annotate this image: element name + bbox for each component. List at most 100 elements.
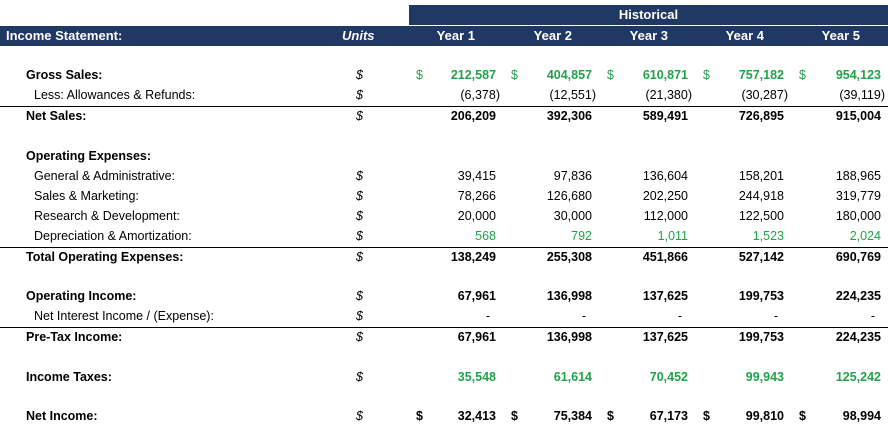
unit-dollar: $ (356, 189, 363, 203)
row-operating-income: Operating Income: $ 67,961 136,998 137,6… (0, 287, 888, 307)
value-year-1: 568 (475, 229, 496, 243)
value-year-1: 32,413 (457, 409, 496, 423)
section-label: Operating Expenses: (26, 149, 152, 163)
row-label: Gross Sales: (26, 68, 103, 82)
row-label: Net Income: (26, 409, 98, 423)
value-year-4: 726,895 (738, 109, 784, 123)
value-year-2: 61,614 (553, 370, 592, 384)
row-net-income: Net Income: $ $ $ $ $ $ 32,413 75,384 67… (0, 407, 888, 427)
dollar-sign: $ (416, 68, 423, 82)
value-year-1: 206,209 (450, 109, 496, 123)
row-label: Operating Income: (26, 289, 137, 303)
row-label: Pre-Tax Income: (26, 330, 123, 344)
row-depreciation-amortization: Depreciation & Amortization: $ 568 792 1… (0, 227, 888, 247)
dollar-sign: $ (607, 68, 614, 82)
value-year-1: 20,000 (457, 209, 496, 223)
row-income-taxes: Income Taxes: $ 35,548 61,614 70,452 99,… (0, 368, 888, 388)
value-year-3: 136,604 (642, 169, 688, 183)
statement-title: Income Statement: (6, 28, 123, 43)
row-net-sales: Net Sales: $ 206,209 392,306 589,491 726… (0, 106, 888, 127)
value-year-2: 392,306 (546, 109, 592, 123)
row-label: Total Operating Expenses: (26, 250, 184, 264)
unit-dollar: $ (356, 169, 363, 183)
unit-dollar: $ (356, 370, 363, 384)
unit-dollar: $ (356, 250, 363, 264)
value-year-3: (21,380) (645, 88, 692, 102)
value-year-3: 112,000 (643, 209, 688, 223)
dollar-sign: $ (703, 68, 710, 82)
value-year-5: 915,004 (835, 109, 881, 123)
value-year-1: 67,961 (457, 330, 496, 344)
value-year-1: 67,961 (457, 289, 496, 303)
row-total-operating-expenses: Total Operating Expenses: $ 138,249 255,… (0, 247, 888, 268)
year-3-header: Year 3 (629, 28, 668, 43)
value-year-1: 78,266 (457, 189, 496, 203)
value-year-4: 757,182 (738, 68, 784, 82)
value-year-2: 792 (571, 229, 592, 243)
units-header: Units (342, 28, 375, 43)
row-net-interest: Net Interest Income / (Expense): $ - - -… (0, 307, 888, 327)
value-year-5: 125,242 (835, 370, 881, 384)
value-year-4: 158,201 (738, 169, 784, 183)
unit-dollar: $ (356, 289, 363, 303)
value-year-2: (12,551) (549, 88, 596, 102)
row-label: Income Taxes: (26, 370, 112, 384)
value-year-5: 319,779 (835, 189, 881, 203)
row-label: Less: Allowances & Refunds: (34, 88, 196, 102)
unit-dollar: $ (356, 330, 363, 344)
value-year-1: (6,378) (460, 88, 500, 102)
value-year-2: 136,998 (546, 289, 592, 303)
value-year-3: 589,491 (642, 109, 688, 123)
value-year-1: 35,548 (457, 370, 496, 384)
value-year-3: 137,625 (642, 289, 688, 303)
value-year-4: 527,142 (738, 250, 784, 264)
value-year-3: 67,173 (649, 409, 688, 423)
value-year-5: 954,123 (835, 68, 881, 82)
row-general-administrative: General & Administrative: $ 39,415 97,83… (0, 167, 888, 187)
value-year-4: (30,287) (741, 88, 788, 102)
value-year-5: 690,769 (835, 250, 881, 264)
value-year-5: 180,000 (835, 209, 881, 223)
dollar-sign: $ (703, 409, 710, 423)
value-year-2: 30,000 (553, 209, 592, 223)
value-year-3: 70,452 (649, 370, 688, 384)
value-year-4: 122,500 (738, 209, 784, 223)
value-year-5: (39,119) (839, 88, 885, 102)
value-year-3: 1,011 (657, 229, 688, 243)
value-year-5: 224,235 (835, 289, 881, 303)
value-year-4: 99,943 (745, 370, 784, 384)
value-year-1: 138,249 (450, 250, 496, 264)
value-year-3: 202,250 (642, 189, 688, 203)
row-label: Sales & Marketing: (34, 189, 139, 203)
value-year-4: 99,810 (745, 409, 784, 423)
value-year-4: 244,918 (738, 189, 784, 203)
row-research-development: Research & Development: $ 20,000 30,000 … (0, 207, 888, 227)
value-year-2: 404,857 (546, 68, 592, 82)
year-5-header: Year 5 (821, 28, 860, 43)
unit-dollar: $ (356, 409, 363, 423)
value-year-3: 451,866 (642, 250, 688, 264)
value-year-5: 224,235 (835, 330, 881, 344)
value-year-5: 188,965 (835, 169, 881, 183)
dollar-sign: $ (511, 68, 518, 82)
value-year-2: 75,384 (553, 409, 592, 423)
year-4-header: Year 4 (725, 28, 764, 43)
value-year-3: 610,871 (642, 68, 688, 82)
value-year-2: 136,998 (546, 330, 592, 344)
dollar-sign: $ (511, 409, 518, 423)
row-label: Net Sales: (26, 109, 87, 123)
year-1-header: Year 1 (436, 28, 475, 43)
row-operating-expenses-header: Operating Expenses: (0, 147, 888, 167)
row-sales-marketing: Sales & Marketing: $ 78,266 126,680 202,… (0, 187, 888, 207)
unit-dollar: $ (356, 209, 363, 223)
value-year-5: 98,994 (842, 409, 881, 423)
value-year-1: - (485, 309, 490, 323)
value-year-2: - (581, 309, 586, 323)
value-year-5: - (870, 309, 875, 323)
historical-label: Historical (618, 7, 679, 22)
value-year-2: 126,680 (546, 189, 592, 203)
row-label: Depreciation & Amortization: (34, 229, 192, 243)
value-year-3: 137,625 (642, 330, 688, 344)
row-allowances-refunds: Less: Allowances & Refunds: $ (6,378) (1… (0, 86, 888, 106)
dollar-sign: $ (416, 409, 423, 423)
